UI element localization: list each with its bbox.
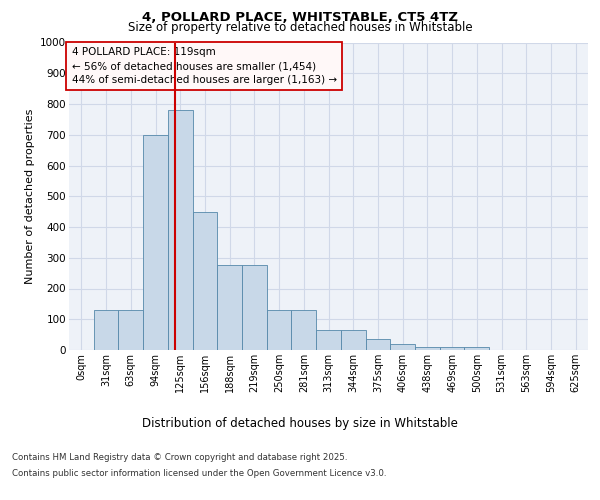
Bar <box>168 110 193 350</box>
Bar <box>390 344 415 350</box>
Text: Contains public sector information licensed under the Open Government Licence v3: Contains public sector information licen… <box>12 468 386 477</box>
Text: Size of property relative to detached houses in Whitstable: Size of property relative to detached ho… <box>128 21 472 34</box>
Text: Distribution of detached houses by size in Whitstable: Distribution of detached houses by size … <box>142 418 458 430</box>
Bar <box>94 310 118 350</box>
Bar <box>217 266 242 350</box>
Bar <box>341 330 365 350</box>
Bar <box>292 310 316 350</box>
Bar <box>242 266 267 350</box>
Bar <box>316 330 341 350</box>
Text: 4 POLLARD PLACE: 119sqm
← 56% of detached houses are smaller (1,454)
44% of semi: 4 POLLARD PLACE: 119sqm ← 56% of detache… <box>71 47 337 85</box>
Text: Contains HM Land Registry data © Crown copyright and database right 2025.: Contains HM Land Registry data © Crown c… <box>12 454 347 462</box>
Bar <box>440 347 464 350</box>
Bar <box>464 347 489 350</box>
Bar <box>267 310 292 350</box>
Bar <box>365 339 390 350</box>
Bar <box>415 347 440 350</box>
Bar <box>118 310 143 350</box>
Bar <box>193 212 217 350</box>
Y-axis label: Number of detached properties: Number of detached properties <box>25 108 35 284</box>
Bar <box>143 134 168 350</box>
Text: 4, POLLARD PLACE, WHITSTABLE, CT5 4TZ: 4, POLLARD PLACE, WHITSTABLE, CT5 4TZ <box>142 11 458 24</box>
